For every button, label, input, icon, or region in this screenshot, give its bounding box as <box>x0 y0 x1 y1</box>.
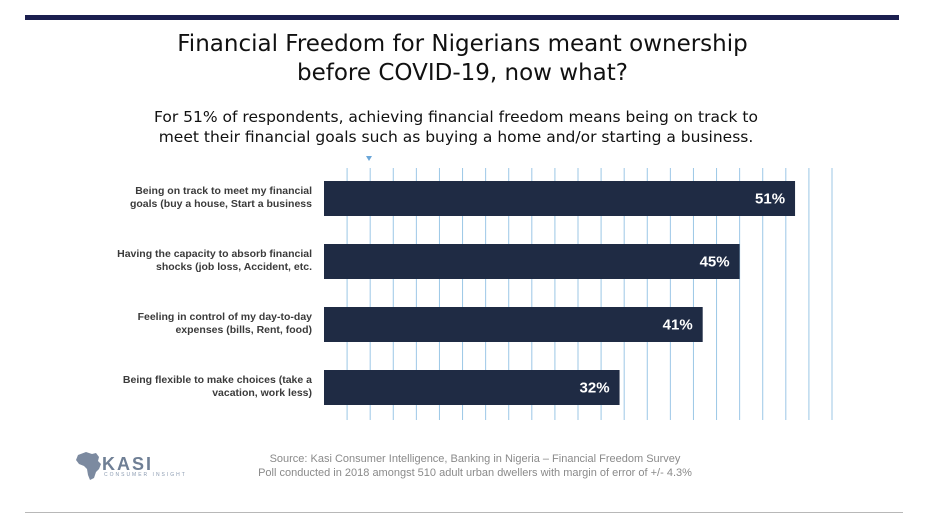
chart-subtitle-line-2: meet their financial goals such as buyin… <box>158 128 754 146</box>
category-label: vacation, work less) <box>212 387 312 399</box>
chart-subtitle: For 51% of respondents, achieving financ… <box>0 107 912 147</box>
bar-value-label: 45% <box>700 254 730 271</box>
chart-title: Financial Freedom for Nigerians meant ow… <box>0 30 925 88</box>
bar <box>324 370 620 405</box>
chart-title-line-2: before COVID-19, now what? <box>297 60 628 86</box>
bar <box>324 307 703 342</box>
chart-bars: 51% 45% 41% 32% <box>324 181 796 405</box>
bar <box>324 244 740 279</box>
source-note: Source: Kasi Consumer Intelligence, Bank… <box>230 453 720 480</box>
chart-subtitle-line-1: For 51% of respondents, achieving financ… <box>154 108 758 126</box>
category-label: Being flexible to make choices (take a <box>123 374 312 386</box>
category-label: shocks (job loss, Accident, etc. <box>156 261 312 273</box>
category-label: Being on track to meet my financial <box>135 185 312 197</box>
top-accent-rule <box>25 15 899 20</box>
category-label: Feeling in control of my day-to-day <box>138 311 313 323</box>
chart-category-labels: Being on track to meet my financialgoals… <box>117 185 312 399</box>
bar-value-label: 51% <box>755 191 785 208</box>
marker-triangle-icon <box>366 156 372 161</box>
africa-map-logo-icon <box>76 452 101 480</box>
category-label: goals (buy a house, Start a business <box>130 198 312 210</box>
category-label: expenses (bills, Rent, food) <box>175 324 312 336</box>
source-line-1: Source: Kasi Consumer Intelligence, Bank… <box>269 453 681 465</box>
source-line-2: Poll conducted in 2018 amongst 510 adult… <box>258 466 692 479</box>
category-label: Having the capacity to absorb financial <box>117 248 312 260</box>
bar <box>324 181 796 216</box>
bar-value-label: 41% <box>663 317 693 334</box>
bar-value-label: 32% <box>580 380 610 397</box>
chart-title-line-1: Financial Freedom for Nigerians meant ow… <box>177 31 748 57</box>
logo-tagline: CONSUMER INSIGHT <box>104 472 187 478</box>
bottom-divider <box>25 512 903 513</box>
logo-wordmark: KASI <box>102 454 154 474</box>
